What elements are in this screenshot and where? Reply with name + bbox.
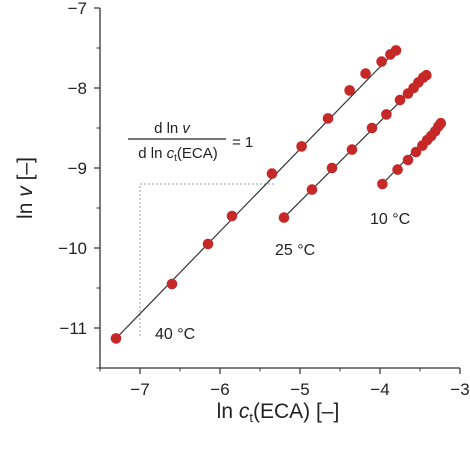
data-point bbox=[435, 117, 447, 129]
data-point bbox=[296, 141, 307, 152]
data-point bbox=[381, 109, 392, 120]
y-axis-title: ln v [–] bbox=[14, 157, 37, 219]
data-point bbox=[344, 85, 355, 96]
data-point bbox=[166, 278, 178, 290]
trend-line bbox=[115, 49, 397, 339]
x-tick-label: −3 bbox=[450, 380, 469, 399]
series-label: 25 °C bbox=[275, 242, 315, 259]
plot-frame bbox=[99, 8, 460, 369]
slope-triangle bbox=[139, 183, 276, 336]
data-point bbox=[202, 238, 214, 250]
data-point bbox=[421, 69, 432, 81]
trend-lines bbox=[115, 49, 442, 339]
data-point bbox=[392, 164, 403, 175]
data-point bbox=[346, 144, 358, 155]
data-point bbox=[402, 154, 414, 166]
data-point bbox=[366, 122, 378, 134]
y-tick-label: −11 bbox=[59, 319, 87, 338]
data-point bbox=[326, 162, 338, 174]
data-point bbox=[360, 68, 371, 79]
annotation-denominator: d ln ct(ECA) bbox=[138, 145, 217, 164]
series-label: 40 °C bbox=[155, 326, 195, 343]
y-tick-label: −8 bbox=[68, 79, 87, 98]
x-tick-label: −5 bbox=[290, 380, 309, 399]
y-tick-label: −9 bbox=[68, 159, 87, 178]
data-point bbox=[306, 184, 318, 195]
axis-ticks: −7 −6 −5 −4 −3 −11 −10 −9 −8 −7 bbox=[58, 0, 470, 399]
data-point bbox=[394, 94, 406, 106]
series-label: 10 °C bbox=[370, 211, 410, 228]
data-point bbox=[322, 113, 334, 124]
series-labels: 40 °C 25 °C 10 °C bbox=[155, 211, 410, 343]
slope-annotation: d ln v d ln ct(ECA) = 1 bbox=[128, 120, 253, 164]
data-point bbox=[110, 333, 122, 344]
data-points bbox=[110, 45, 447, 344]
data-point bbox=[410, 146, 422, 158]
annotation-numerator: d ln v bbox=[154, 120, 191, 137]
y-tick-label: −10 bbox=[58, 239, 87, 258]
data-point bbox=[390, 45, 402, 56]
y-tick-label: −7 bbox=[68, 0, 87, 18]
data-point bbox=[377, 178, 388, 190]
x-axis-title: ln ct(ECA) [–] bbox=[217, 400, 340, 425]
data-point bbox=[278, 212, 290, 223]
x-tick-label: −7 bbox=[130, 380, 149, 399]
data-point bbox=[226, 210, 238, 222]
x-tick-label: −6 bbox=[210, 380, 229, 399]
data-point bbox=[376, 56, 387, 67]
x-tick-label: −4 bbox=[370, 380, 389, 399]
data-point bbox=[266, 168, 278, 179]
annotation-equals: = 1 bbox=[232, 134, 253, 151]
